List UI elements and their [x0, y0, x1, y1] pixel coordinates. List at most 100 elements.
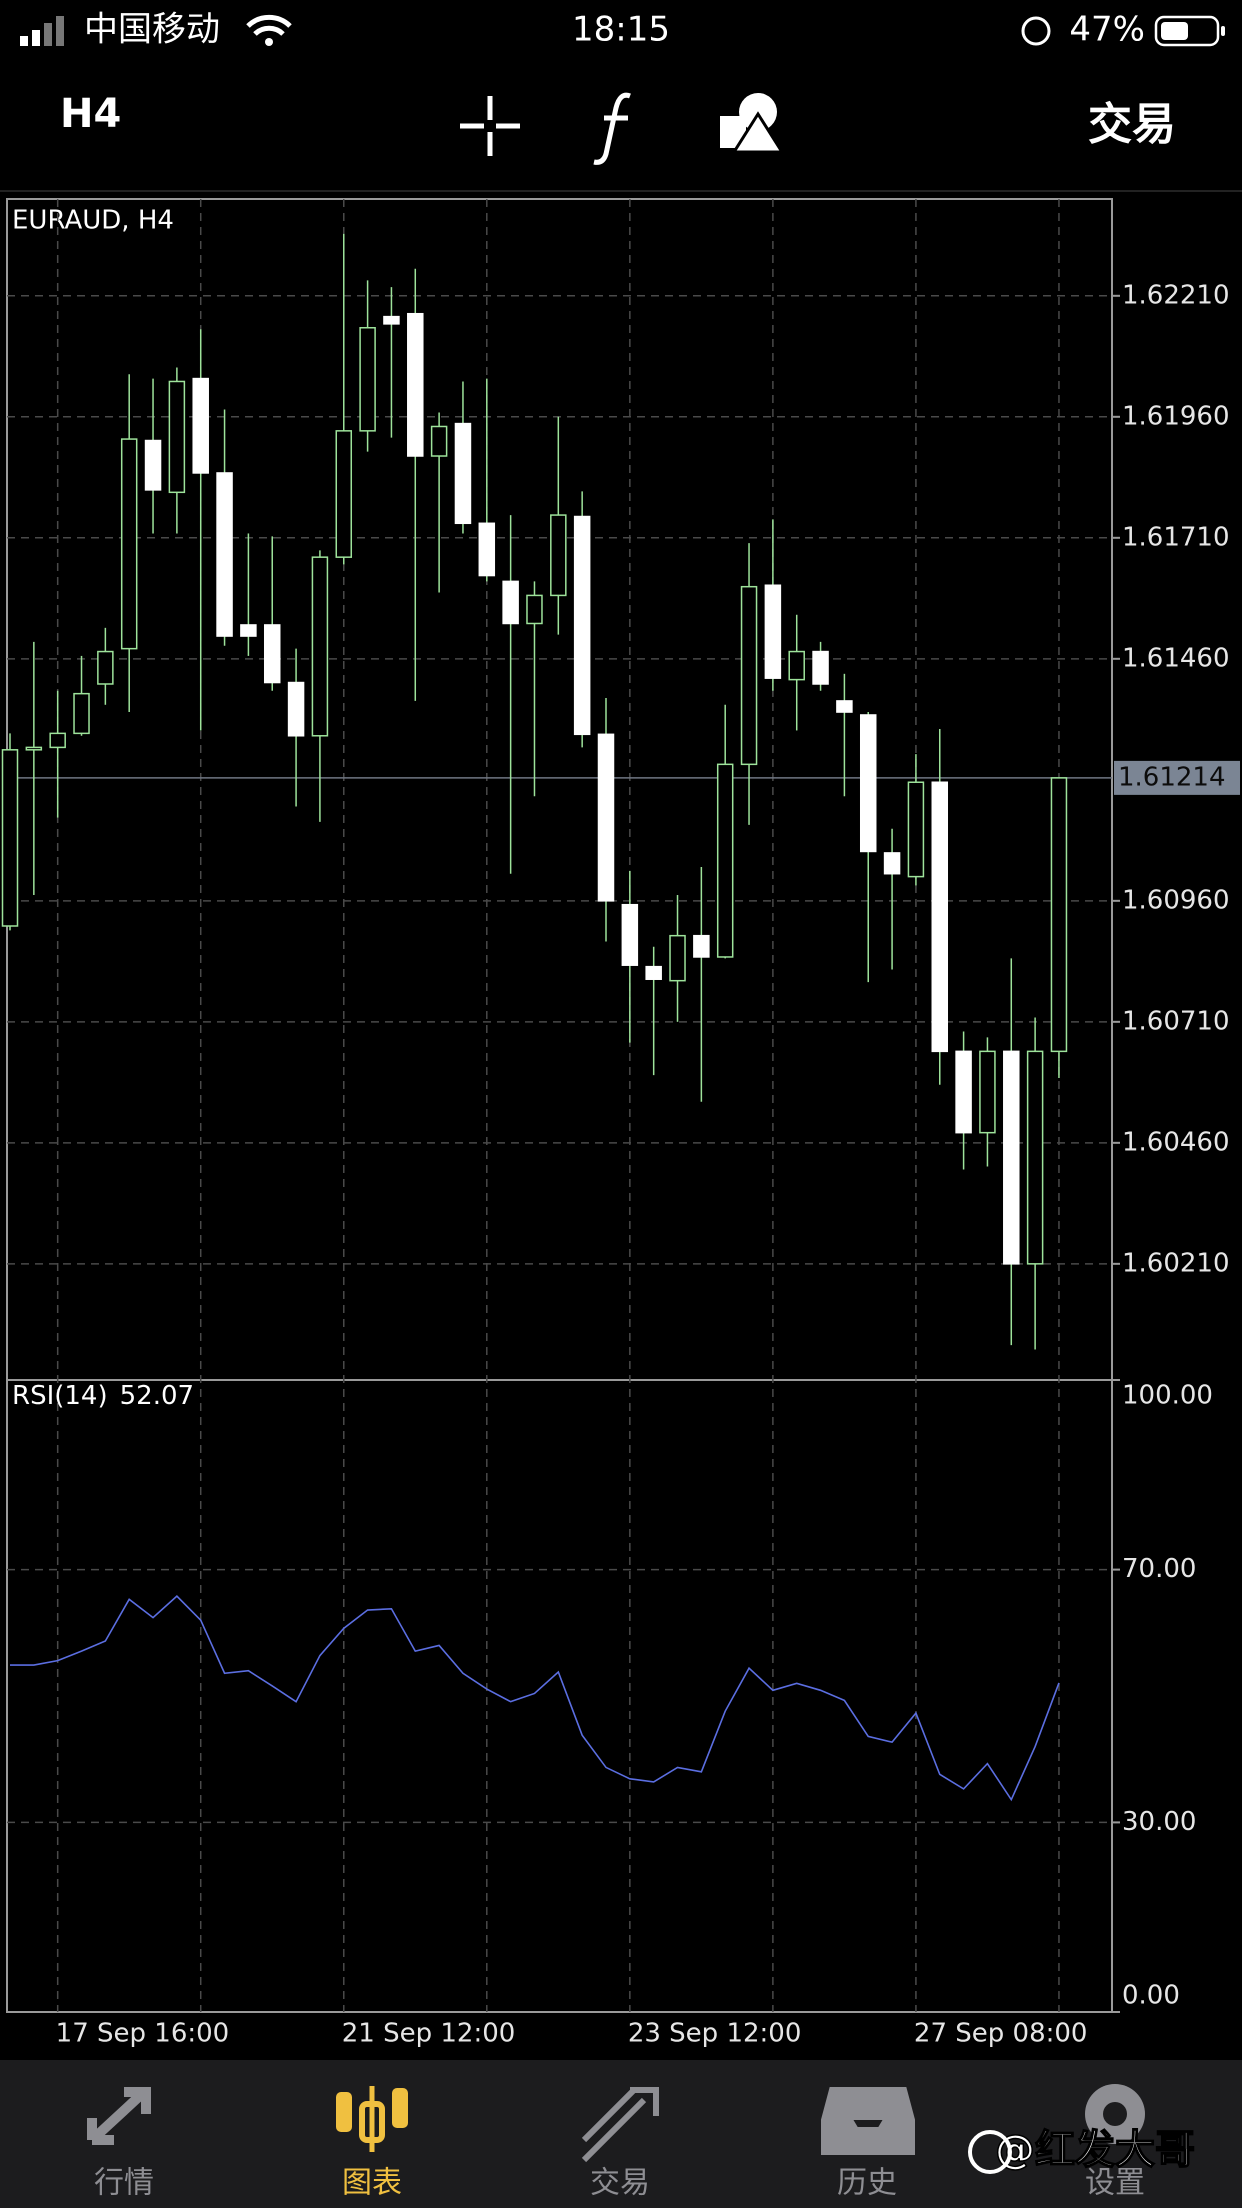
candle-body-down — [836, 700, 853, 713]
chart-frame — [6, 198, 1113, 2013]
y-tick-label: 1.62210 — [1122, 280, 1230, 310]
y-tick-label: 1.61710 — [1122, 522, 1230, 552]
candle-body-down — [621, 903, 639, 966]
candle-body-down — [645, 965, 662, 980]
x-tick-label: 27 Sep 08:00 — [914, 2019, 1088, 2049]
chart-icon — [336, 2086, 408, 2152]
candle-body-down — [931, 781, 949, 1053]
y-tick-label: 30.00 — [1122, 1807, 1196, 1837]
toolbar: H4 交易 — [60, 91, 1176, 165]
candle-body-down — [407, 312, 424, 457]
x-tick-label: 23 Sep 12:00 — [628, 2019, 802, 2049]
objects-button[interactable] — [720, 93, 785, 154]
candle-body-down — [693, 934, 710, 958]
tab-bar — [0, 2060, 1242, 2208]
candle-body-up — [25, 746, 43, 751]
candle-body-up — [979, 1050, 996, 1134]
tab-label[interactable]: 行情 — [94, 2166, 154, 2201]
battery-icon — [1154, 15, 1220, 47]
battery-tip — [1221, 26, 1225, 36]
watermark-logo — [968, 2130, 1012, 2174]
signal-bar — [20, 36, 28, 46]
tab-label[interactable]: 设置 — [1085, 2166, 1145, 2201]
current-price-label: 1.61214 — [1118, 762, 1226, 792]
current-price-box — [1114, 760, 1240, 795]
candle-body-up — [907, 781, 925, 878]
status-bar: 中国移动 18:15 47% — [20, 10, 1225, 50]
tab-label[interactable]: 历史 — [837, 2166, 897, 2201]
history-icon — [821, 2087, 915, 2155]
y-tick-label: 1.60210 — [1122, 1248, 1230, 1278]
signal-bar — [56, 16, 64, 46]
candle-body-up — [669, 934, 686, 982]
candle-body-up — [740, 585, 758, 766]
y-tick-label: 1.61460 — [1122, 643, 1230, 673]
candle-body-down — [764, 584, 782, 679]
candle-body-down — [573, 515, 591, 736]
candle-body-up — [550, 514, 567, 597]
x-tick-label: 17 Sep 16:00 — [56, 2019, 230, 2049]
settings-icon-hole — [1103, 2102, 1127, 2126]
battery-percent: 47% — [1069, 10, 1145, 50]
y-tick-label: 70.00 — [1122, 1554, 1196, 1584]
tab-label[interactable]: 交易 — [590, 2166, 650, 2201]
candle-body-down — [263, 624, 281, 684]
carrier: 中国移动 — [84, 10, 220, 50]
candle-body-up — [49, 732, 66, 749]
crosshair-button[interactable] — [460, 96, 520, 156]
candle-body-down — [883, 852, 901, 875]
watermark: @红发大哥 — [995, 2127, 1195, 2173]
indicator-button[interactable] — [593, 92, 631, 165]
candle-body-up — [73, 692, 90, 735]
signal-bar — [44, 23, 52, 46]
chart-icon-candle — [336, 2092, 352, 2132]
rotation-lock-icon — [1021, 16, 1051, 46]
trade-icon — [581, 2087, 659, 2163]
battery-level — [1161, 22, 1188, 40]
candle-body-down — [478, 522, 496, 577]
candle-body-down — [502, 580, 519, 625]
candle-body-down — [144, 439, 162, 491]
candle-body-up — [359, 326, 376, 432]
candle-body-down — [1003, 1050, 1020, 1265]
y-tick-label: 1.60710 — [1122, 1006, 1230, 1036]
candle-body-down — [955, 1050, 972, 1134]
chart-title: EURAUD, H4 — [12, 206, 174, 236]
candle-body-down — [454, 422, 472, 525]
candle-body-up — [1026, 1050, 1044, 1265]
candle-body-down — [216, 472, 233, 637]
candle-body-down — [859, 714, 877, 853]
quotes-icon — [87, 2087, 151, 2145]
candle-body-down — [287, 681, 305, 737]
candle-body-up — [1050, 777, 1068, 1053]
candle-body-up — [430, 425, 448, 457]
indicator-name: RSI(14) — [12, 1381, 108, 1411]
candle-body-down — [597, 733, 615, 902]
tab-icons — [87, 2084, 1145, 2163]
candle-body-up — [311, 556, 329, 737]
indicator-value: 52.07 — [120, 1381, 194, 1411]
x-tick-label: 21 Sep 12:00 — [342, 2019, 516, 2049]
candle-body-down — [192, 377, 209, 474]
clock: 18:15 — [572, 10, 670, 50]
tab-label-active[interactable]: 图表 — [342, 2166, 402, 2201]
candle-body-up — [120, 438, 138, 650]
timeframe-button[interactable]: H4 — [60, 91, 121, 137]
candle-body-down — [383, 315, 400, 325]
candle-body-up — [788, 650, 805, 681]
candle-body-up — [168, 380, 186, 494]
trade-button[interactable]: 交易 — [1088, 99, 1176, 150]
candle-body-up — [1, 749, 19, 927]
y-tick-label: 100.00 — [1122, 1381, 1213, 1411]
chart-icon-candle — [392, 2088, 408, 2128]
y-tick-label: 0.00 — [1122, 1981, 1180, 2011]
objects-triangle — [731, 111, 785, 154]
y-tick-label: 1.61960 — [1122, 401, 1230, 431]
indicator-line — [10, 1595, 1060, 1802]
wifi-icon-dot — [265, 38, 273, 46]
y-tick-label: 1.60960 — [1122, 885, 1230, 915]
candle-body-up — [716, 763, 734, 958]
indicator-title: RSI(14) 52.07 — [12, 1381, 194, 1411]
